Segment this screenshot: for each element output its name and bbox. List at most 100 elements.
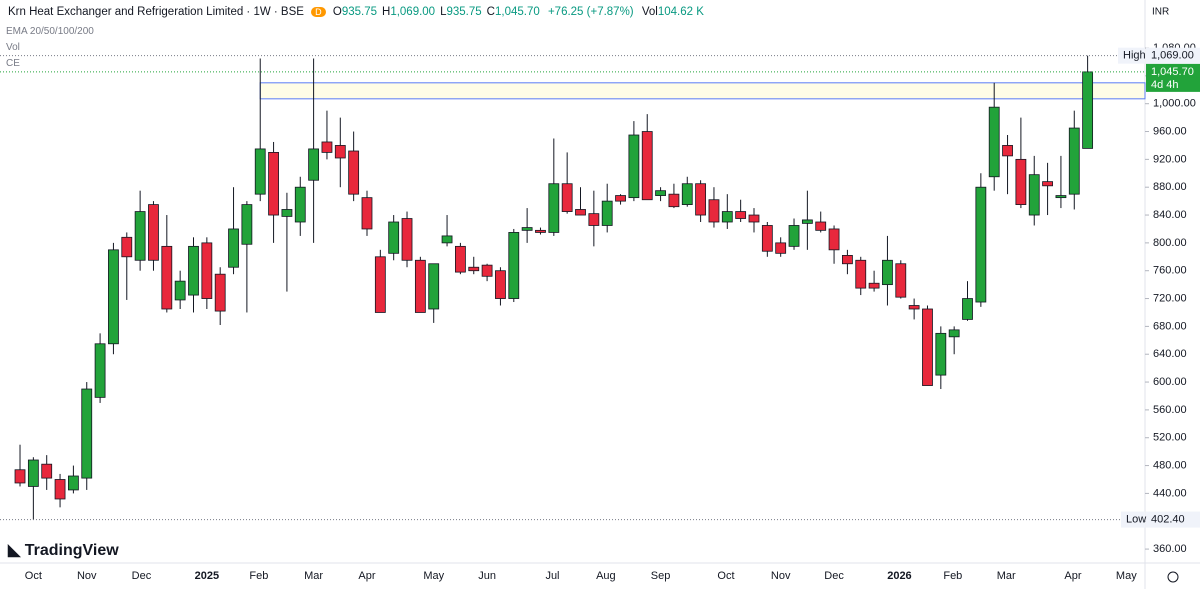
candle-body [1028,174,1040,216]
volume-label: Vol [641,6,658,18]
candle-body [214,273,226,312]
candle-body [575,209,586,216]
candle-body [801,219,813,224]
candle-body [655,190,666,196]
x-tick-label: Nov [771,570,791,582]
candle-body [1002,145,1013,157]
candle-body [561,183,573,212]
candle-body [761,225,773,252]
candle-body [294,186,306,223]
y-tick-label: 800.00 [1153,237,1187,249]
candle-body [134,211,146,261]
candle-body [842,255,853,265]
candle-body [935,332,947,376]
x-tick-label: 2026 [887,570,911,582]
candle-body [908,305,920,310]
candle-body [948,329,960,338]
candle-body [668,193,680,208]
candle-body [481,264,493,277]
candle-body [27,459,39,487]
x-tick-label: Dec [824,570,844,582]
indicator[interactable]: EMA 20/50/100/200 [6,26,94,37]
price-label-bg [1146,47,1200,64]
candle-body [775,242,787,254]
candle-body [615,195,626,202]
countdown: 4d 4h [1151,79,1179,91]
y-tick-label: 560.00 [1153,404,1187,416]
volume-value: 104.62 K [657,6,704,18]
candle-body [868,282,880,289]
candle-body [401,218,413,261]
indicator[interactable]: Vol [6,42,20,53]
candle-body [334,145,346,159]
candle-body [468,266,480,272]
candle-body [161,245,173,310]
candle-body [281,209,293,217]
candle-body [628,134,640,199]
logo: ◣ TradingView [8,540,119,560]
candle-body [1015,158,1027,206]
y-tick-label: 760.00 [1153,265,1187,277]
price-label-bg [1146,511,1200,528]
candle-body [321,141,333,153]
ohlc: O935.75 H1,069.00 L935.75 C1,045.70 [333,6,545,18]
x-tick-label: Jun [478,570,496,582]
indicator[interactable]: CE [6,58,20,69]
candle-body [121,236,133,258]
candle-body [681,183,693,206]
candle-body [988,106,1000,178]
y-tick-label: 480.00 [1153,459,1187,471]
candle-body [455,245,466,273]
candle-body [1055,195,1067,199]
x-tick-label: Feb [943,570,962,582]
price-label: 1,069.00 [1151,50,1194,62]
candle-body [855,259,867,289]
x-tick-label: Sep [651,570,671,582]
x-tick-label: May [423,570,444,582]
currency: INR [1152,7,1169,18]
y-tick-label: 680.00 [1153,320,1187,332]
x-tick-label: 2025 [195,570,219,582]
x-tick-label: Apr [358,570,375,582]
symbol-title: Krn Heat Exchanger and Refrigeration Lim… [8,6,304,18]
candle-body [521,227,533,231]
x-tick-label: Dec [132,570,152,582]
ohlc-value: 1,069.00 [390,6,436,18]
candle-body [962,298,973,320]
x-tick-label: May [1116,570,1137,582]
candle-body [548,183,560,233]
candle-body [228,228,239,268]
candle-body [14,469,26,484]
candle-body [54,479,66,500]
y-tick-label: 1,000.00 [1153,98,1196,110]
candle-body [108,249,119,345]
ohlc-value: 935.75 [341,6,377,18]
candle-body [81,388,93,479]
settings-icon[interactable] [1167,571,1179,583]
candle-body [922,308,933,386]
y-tick-label: 520.00 [1153,432,1187,444]
tag-bg [1118,47,1145,64]
x-tick-label: Oct [25,570,42,582]
candle-body [695,183,707,216]
y-tick-label: 920.00 [1153,153,1187,165]
candle-body [174,280,186,301]
logo-text: TradingView [24,542,119,559]
candle-body [374,256,386,313]
candle-body [188,245,199,296]
zone [259,82,1146,100]
tag: Low [1126,513,1146,525]
y-tick-label: 360.00 [1153,543,1187,555]
change: +76.25 (+7.87%) [547,6,634,18]
candle-body [748,214,760,223]
ohlc-label: L [440,6,447,18]
y-tick-label: 880.00 [1153,181,1187,193]
price-label-bg [1146,63,1200,80]
candle-body [641,131,653,201]
candle-body [495,270,506,299]
ohlc-label: O [332,6,342,18]
candle-body [721,211,733,223]
price-label-bg [1146,77,1200,92]
y-tick-label: 960.00 [1153,125,1187,137]
